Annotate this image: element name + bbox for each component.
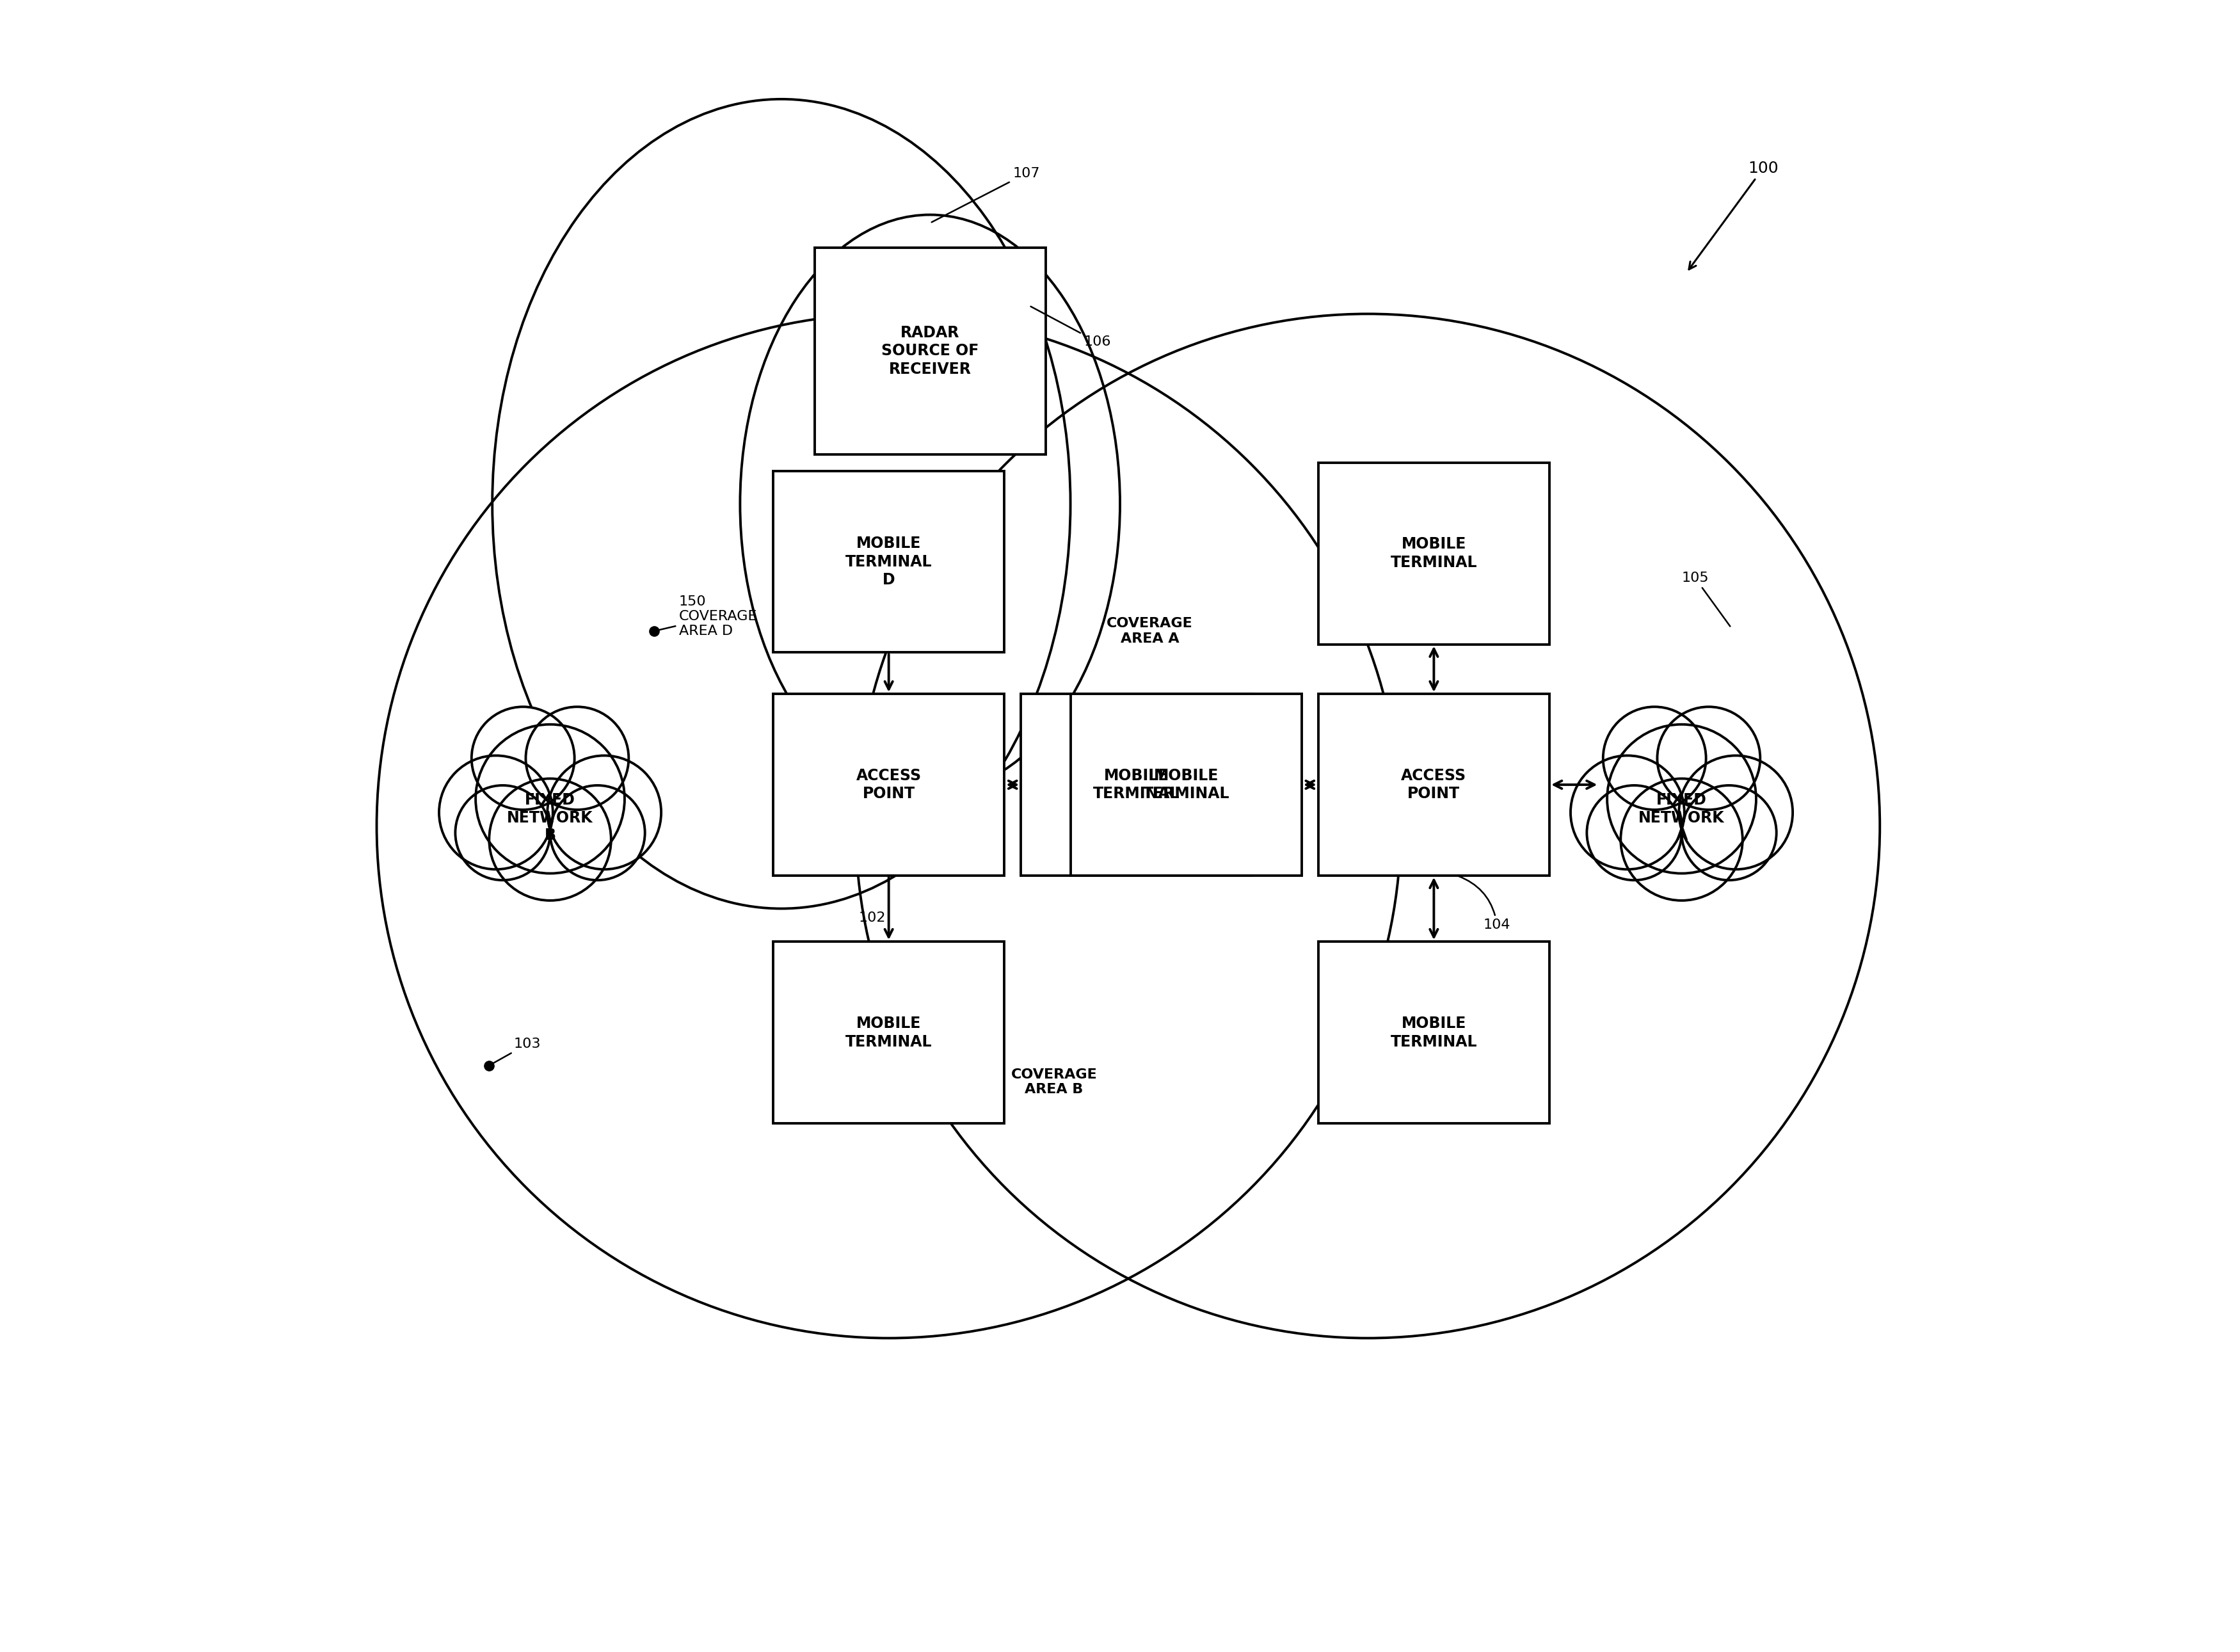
Text: RADAR
SOURCE OF
RECEIVER: RADAR SOURCE OF RECEIVER [880, 325, 979, 377]
Circle shape [439, 755, 553, 869]
Circle shape [475, 725, 625, 874]
Text: MOBILE
TERMINAL
D: MOBILE TERMINAL D [844, 535, 932, 588]
Circle shape [1680, 755, 1792, 869]
Circle shape [1604, 707, 1707, 809]
Text: FIXED
NETWORK
B: FIXED NETWORK B [506, 793, 594, 843]
Text: 106: 106 [1030, 307, 1111, 349]
Bar [1317, 942, 1550, 1123]
Circle shape [488, 778, 612, 900]
Bar [1317, 694, 1550, 876]
Text: ACCESS
POINT: ACCESS POINT [856, 768, 921, 801]
Bar [1317, 463, 1550, 644]
Text: COVERAGE
AREA A: COVERAGE AREA A [1107, 618, 1194, 644]
Bar [1021, 694, 1252, 876]
Text: 102: 102 [858, 912, 885, 925]
Text: ACCESS
POINT: ACCESS POINT [1402, 768, 1467, 801]
Circle shape [1622, 778, 1743, 900]
Bar [1071, 694, 1301, 876]
Text: 150
COVERAGE
AREA D: 150 COVERAGE AREA D [656, 595, 757, 638]
Bar [815, 248, 1046, 454]
Circle shape [1682, 785, 1776, 881]
Text: MOBILE
TERMINAL: MOBILE TERMINAL [1391, 537, 1476, 570]
Circle shape [547, 755, 661, 869]
Text: 107: 107 [932, 167, 1039, 223]
Bar [773, 471, 1004, 653]
Text: COVERAGE
AREA C: COVERAGE AREA C [887, 582, 972, 608]
Text: MOBILE
TERMINAL: MOBILE TERMINAL [1093, 768, 1180, 801]
Text: FIXED
NETWORK
A: FIXED NETWORK A [1637, 793, 1725, 843]
Text: 103: 103 [491, 1037, 542, 1064]
Circle shape [473, 707, 573, 809]
Bar [773, 694, 1004, 876]
Text: 104: 104 [1458, 876, 1510, 932]
Text: 100: 100 [1689, 160, 1779, 269]
Circle shape [455, 785, 551, 881]
Circle shape [551, 785, 645, 881]
Text: 105: 105 [1682, 572, 1729, 626]
Circle shape [1586, 785, 1682, 881]
Circle shape [1606, 725, 1756, 874]
Bar [773, 942, 1004, 1123]
Circle shape [1570, 755, 1684, 869]
Circle shape [526, 707, 629, 809]
Text: MOBILE
TERMINAL: MOBILE TERMINAL [1391, 1016, 1476, 1049]
Circle shape [1658, 707, 1761, 809]
Text: MOBILE
TERMINAL: MOBILE TERMINAL [1142, 768, 1230, 801]
Text: COVERAGE
AREA B: COVERAGE AREA B [1010, 1069, 1098, 1095]
Text: MOBILE
TERMINAL: MOBILE TERMINAL [844, 1016, 932, 1049]
